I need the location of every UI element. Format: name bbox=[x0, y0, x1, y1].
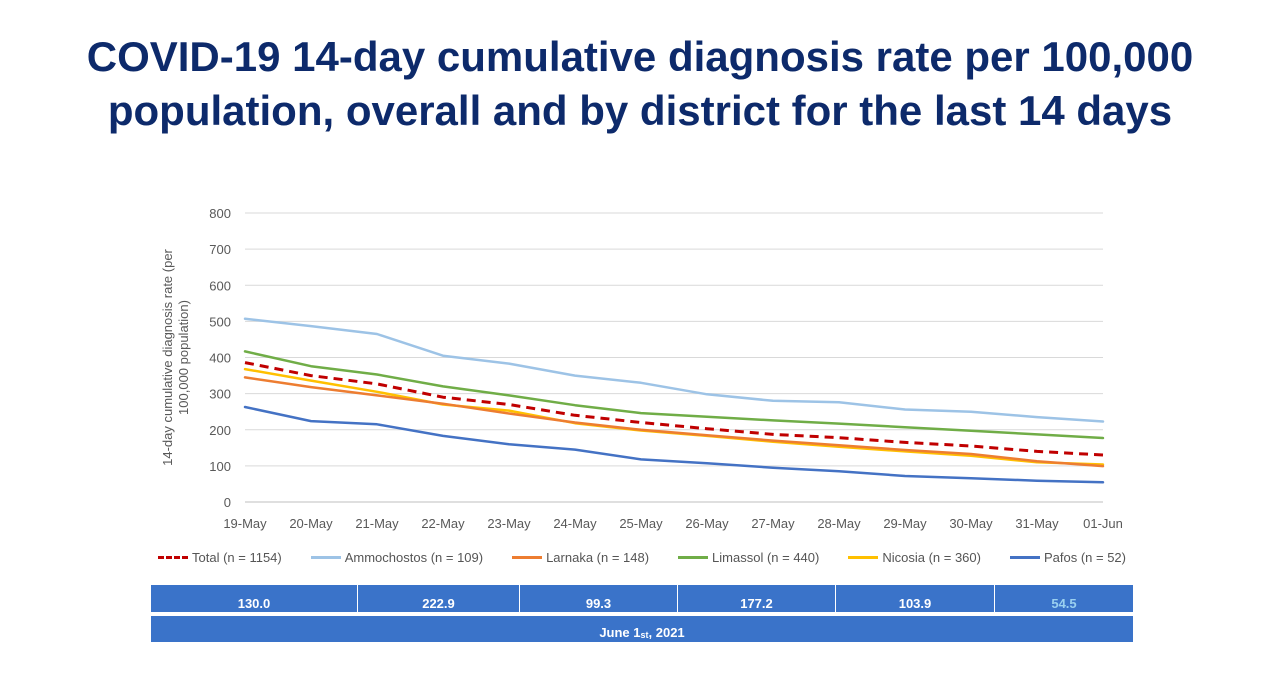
date-suffix: , 2021 bbox=[648, 625, 685, 640]
value-table: 130.0 222.9 99.3 177.2 103.9 54.5 bbox=[151, 585, 1133, 612]
value-cell-nicosia: 103.9 bbox=[836, 585, 995, 612]
legend-label: Ammochostos (n = 109) bbox=[344, 550, 484, 565]
x-tick-label: 24-May bbox=[553, 516, 597, 531]
x-tick-label: 01-Jun bbox=[1083, 516, 1123, 531]
x-tick-label: 27-May bbox=[751, 516, 795, 531]
legend-label: Nicosia (n = 360) bbox=[882, 550, 981, 565]
x-tick-label: 25-May bbox=[619, 516, 663, 531]
value-cell-total: 130.0 bbox=[151, 585, 358, 612]
title-line-2: population, overall and by district for … bbox=[107, 87, 1173, 134]
x-tick-label: 30-May bbox=[949, 516, 993, 531]
x-tick-label: 29-May bbox=[883, 516, 927, 531]
y-tick-label: 200 bbox=[209, 423, 231, 438]
x-tick-label: 21-May bbox=[355, 516, 399, 531]
x-tick-label: 20-May bbox=[289, 516, 333, 531]
legend-label: Larnaka (n = 148) bbox=[546, 550, 650, 565]
series-line-ammochostos bbox=[243, 317, 1105, 423]
y-tick-label: 400 bbox=[209, 351, 231, 366]
legend-label: Limassol (n = 440) bbox=[712, 550, 820, 565]
legend-item: Limassol (n = 440) bbox=[678, 550, 819, 565]
legend-label: Total (n = 1154) bbox=[192, 550, 282, 565]
legend-swatch bbox=[158, 556, 188, 559]
y-axis-label-line: 100,000 population) bbox=[176, 300, 191, 415]
legend-item: Ammochostos (n = 109) bbox=[310, 550, 484, 565]
series-line-nicosia bbox=[243, 367, 1105, 466]
series-line-larnaka bbox=[243, 376, 1105, 468]
y-tick-label: 0 bbox=[224, 495, 231, 510]
series-line-pafos bbox=[243, 405, 1105, 484]
legend-swatch bbox=[512, 556, 543, 559]
value-cell-larnaka: 99.3 bbox=[520, 585, 678, 612]
y-tick-label: 600 bbox=[209, 278, 231, 293]
value-cell-pafos: 54.5 bbox=[1051, 596, 1077, 611]
x-tick-label: 31-May bbox=[1015, 516, 1059, 531]
y-tick-label: 300 bbox=[209, 387, 231, 402]
y-tick-label: 800 bbox=[209, 206, 231, 221]
series-line-limassol bbox=[243, 350, 1105, 440]
legend-swatch bbox=[310, 556, 341, 559]
x-tick-label: 22-May bbox=[421, 516, 465, 531]
legend-item: Nicosia (n = 360) bbox=[848, 550, 981, 565]
x-tick-label: 23-May bbox=[487, 516, 531, 531]
legend-item: Larnaka (n = 148) bbox=[512, 550, 649, 565]
legend-item: Pafos (n = 52) bbox=[1009, 550, 1126, 565]
line-chart: 0 100 200 300 400 500 600 700 800 19-May 20-May 21-… bbox=[160, 206, 1123, 531]
date-sup: st bbox=[640, 630, 649, 640]
y-axis-label-line: 14-day cumulative diagnosis rate (per bbox=[160, 248, 175, 465]
series-line-total bbox=[244, 361, 1104, 457]
date-prefix: June 1 bbox=[599, 625, 641, 640]
legend-item: Total (n = 1154) bbox=[158, 550, 282, 565]
y-axis-label: 14-day cumulative diagnosis rate (per100… bbox=[160, 248, 191, 465]
y-tick-label: 500 bbox=[209, 314, 231, 329]
value-cell-ammochostos: 222.9 bbox=[358, 585, 520, 612]
legend-swatch bbox=[678, 556, 709, 559]
x-tick-label: 28-May bbox=[817, 516, 861, 531]
legend-swatch bbox=[848, 556, 879, 559]
y-tick-label: 700 bbox=[209, 242, 231, 257]
legend-swatch bbox=[1009, 556, 1040, 559]
x-tick-label: 26-May bbox=[685, 516, 729, 531]
x-tick-label: 19-May bbox=[223, 516, 267, 531]
value-cell-limassol: 177.2 bbox=[678, 585, 836, 612]
legend-label: Pafos (n = 52) bbox=[1043, 550, 1126, 565]
page-title: COVID-19 14-day cumulative diagnosis rat… bbox=[0, 30, 1280, 138]
chart-legend: Total (n = 1154) Ammochostos (n = 109) Lar… bbox=[150, 550, 1134, 565]
title-line-1: COVID-19 14-day cumulative diagnosis rat… bbox=[86, 33, 1194, 80]
y-tick-label: 100 bbox=[209, 459, 231, 474]
